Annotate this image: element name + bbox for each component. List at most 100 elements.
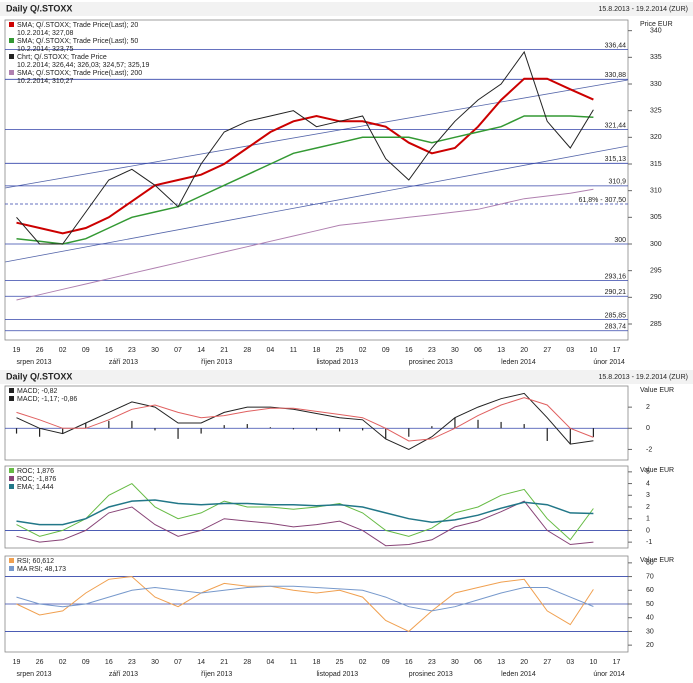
y-tick-label: 320 <box>650 134 662 141</box>
legend-label: Chrt; Q/.STOXX; Trade Price <box>17 54 107 61</box>
histogram-bar <box>338 428 341 432</box>
histogram-bar <box>177 428 179 439</box>
y-tick-label: 340 <box>650 28 662 35</box>
y-tick-label: 335 <box>650 54 662 61</box>
level-label: 283,74 <box>605 324 627 331</box>
trend-channel <box>4 79 629 189</box>
y-tick-label: 40 <box>646 615 654 622</box>
month-label: únor 2014 <box>593 359 625 366</box>
legend-value: 10.2.2014; 327,08 <box>17 30 74 37</box>
histogram-bar <box>131 420 133 429</box>
level-label: 315,13 <box>605 156 627 163</box>
legend-swatch <box>9 70 14 75</box>
x-tick-label: 16 <box>405 347 413 354</box>
histogram-bar <box>477 419 479 429</box>
legend-swatch <box>9 388 14 393</box>
x-tick-label: 25 <box>336 659 344 666</box>
y-tick-label: 310 <box>650 188 662 195</box>
histogram-bar <box>385 428 387 439</box>
legend-swatch <box>9 22 14 27</box>
y-tick-label: 4 <box>646 480 650 487</box>
legend-value: 10.2.2014; 310,27 <box>17 78 74 85</box>
y-tick-label: 0 <box>646 425 650 432</box>
histogram-bar <box>15 428 18 434</box>
legend-swatch <box>9 566 14 571</box>
histogram-bar <box>154 428 156 431</box>
histogram-bar <box>569 428 571 445</box>
x-tick-label: 25 <box>336 347 344 354</box>
x-tick-label: 17 <box>613 659 621 666</box>
header-bar <box>0 2 693 16</box>
x-tick-label: 30 <box>151 659 159 666</box>
chart-subtitle: 15.8.2013 - 19.2.2014 (ZUR) <box>599 374 689 381</box>
y-tick-label: 325 <box>650 108 662 115</box>
chart-subtitle: 15.8.2013 - 19.2.2014 (ZUR) <box>599 6 689 13</box>
histogram-bar <box>223 425 225 429</box>
histogram-bar <box>523 424 525 429</box>
y-tick-label: 2 <box>646 504 650 511</box>
x-tick-label: 20 <box>520 659 528 666</box>
x-tick-label: 26 <box>36 659 44 666</box>
legend-label: MACD; -1,17; -0,86 <box>17 396 77 403</box>
legend-swatch <box>9 558 14 563</box>
header-bar <box>0 370 693 384</box>
x-tick-label: 09 <box>382 659 390 666</box>
histogram-bar <box>431 426 433 429</box>
x-tick-label: 19 <box>13 659 21 666</box>
series-line <box>16 576 594 632</box>
month-label: říjen 2013 <box>201 671 232 678</box>
series-line <box>16 397 594 442</box>
y-tick-label: -2 <box>646 446 652 453</box>
histogram-bar <box>454 417 456 429</box>
x-tick-label: 23 <box>128 659 136 666</box>
histogram-bar <box>85 423 87 429</box>
y-tick-label: 290 <box>650 294 662 301</box>
x-tick-label: 06 <box>474 347 482 354</box>
level-label: 290,21 <box>605 289 627 296</box>
series-line <box>16 188 594 301</box>
level-label: 293,16 <box>605 273 627 280</box>
month-label: září 2013 <box>109 359 138 366</box>
y-tick-label: 70 <box>646 573 654 580</box>
plot-frame <box>4 385 629 461</box>
x-tick-label: 14 <box>197 659 205 666</box>
legend-swatch <box>9 468 14 473</box>
y-tick-label: 285 <box>650 321 662 328</box>
y-tick-label: 300 <box>650 241 662 248</box>
histogram-bar <box>39 428 41 437</box>
legend-swatch <box>9 396 14 401</box>
legend-label: SMA; Q/.STOXX; Trade Price(Last); 20 <box>17 22 138 29</box>
legend-swatch <box>9 54 14 59</box>
histogram-bar <box>315 428 318 431</box>
x-tick-label: 09 <box>82 347 90 354</box>
x-tick-label: 09 <box>82 659 90 666</box>
month-label: srpen 2013 <box>17 671 52 678</box>
x-tick-label: 28 <box>243 347 251 354</box>
y-tick-label: 295 <box>650 268 662 275</box>
month-label: prosinec 2013 <box>409 671 453 678</box>
level-label: 336,44 <box>605 42 627 49</box>
x-tick-label: 10 <box>589 659 597 666</box>
month-label: srpen 2013 <box>17 359 52 366</box>
x-tick-label: 30 <box>151 347 159 354</box>
x-tick-label: 18 <box>313 347 321 354</box>
histogram-bar <box>408 428 410 437</box>
x-tick-label: 13 <box>497 347 505 354</box>
x-tick-label: 30 <box>451 659 459 666</box>
legend-swatch <box>9 476 14 481</box>
x-tick-label: 18 <box>313 659 321 666</box>
month-label: leden 2014 <box>501 671 536 678</box>
y-tick-label: 330 <box>650 81 662 88</box>
legend-value: 10.2.2014; 323,75 <box>17 46 74 53</box>
x-tick-label: 21 <box>220 347 228 354</box>
histogram-bar <box>292 428 295 430</box>
x-tick-label: 11 <box>290 347 297 354</box>
x-tick-label: 04 <box>266 347 274 354</box>
month-label: leden 2014 <box>501 359 536 366</box>
level-label: 330,88 <box>605 72 627 79</box>
y-tick-label: 2 <box>646 404 650 411</box>
series-line <box>16 499 594 526</box>
legend-label: EMA; 1,444 <box>17 484 54 491</box>
y-tick-label: 30 <box>646 628 654 635</box>
